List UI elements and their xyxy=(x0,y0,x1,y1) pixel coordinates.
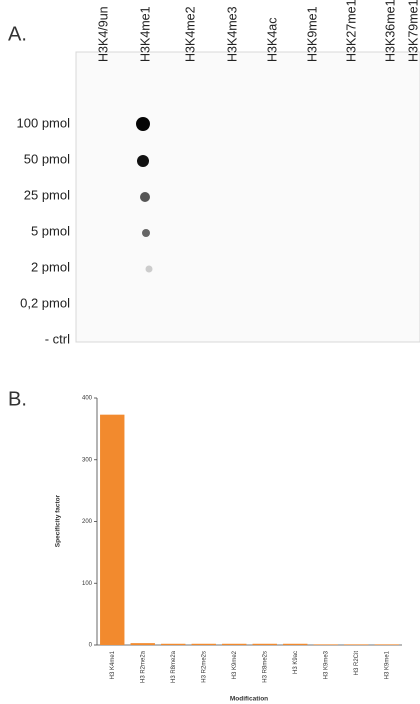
x-tick-label: H3 R8me2s xyxy=(262,651,268,683)
row-label: 25 pmol xyxy=(24,187,70,202)
column-label: H3K36me1 xyxy=(383,0,397,62)
row-label: 50 pmol xyxy=(24,151,70,166)
bar xyxy=(314,644,338,645)
panel-label: A. xyxy=(8,23,27,45)
blot-dot xyxy=(136,117,150,131)
y-tick-label: 0 xyxy=(89,643,93,649)
row-label: 5 pmol xyxy=(31,223,70,238)
blot-dot xyxy=(137,155,149,167)
bar xyxy=(100,415,124,645)
panel-label: B. xyxy=(8,388,27,410)
blot-dot xyxy=(142,229,150,237)
bar xyxy=(375,644,399,645)
y-axis-title: Specificity factor xyxy=(55,494,62,547)
column-label: H3K4me1 xyxy=(138,6,152,62)
x-tick-label: H3 R2me2a xyxy=(140,650,146,683)
column-label: H3K27me1 xyxy=(344,0,358,62)
x-tick-label: H3 R8me2a xyxy=(171,650,177,683)
bar xyxy=(161,644,185,645)
bar xyxy=(192,644,216,645)
blot-dot xyxy=(140,192,150,202)
column-label: H3K4me3 xyxy=(225,6,239,62)
column-label: H3K4me2 xyxy=(183,6,197,62)
x-tick-label: H3 K4me1 xyxy=(110,650,116,679)
row-label: 0,2 pmol xyxy=(20,295,70,310)
x-tick-label: H3 R2me2s xyxy=(201,651,207,683)
x-tick-label: H3 K9ac xyxy=(293,651,299,674)
row-label: 100 pmol xyxy=(17,115,71,130)
y-tick-label: 100 xyxy=(82,581,93,587)
bar xyxy=(253,644,277,645)
column-label: H3K4/9un xyxy=(96,6,110,62)
row-label: - ctrl xyxy=(45,331,70,346)
blot-membrane xyxy=(76,52,420,342)
x-tick-label: H3 K9me2 xyxy=(232,650,238,679)
column-label: H3K79me1 xyxy=(406,0,420,62)
bar xyxy=(222,644,246,645)
blot-dot xyxy=(146,266,153,273)
bar xyxy=(131,643,155,645)
x-tick-label: H3 R2Cit xyxy=(354,651,360,676)
column-label: H3K9me1 xyxy=(305,6,319,62)
bar xyxy=(283,644,307,645)
y-tick-label: 300 xyxy=(82,457,93,463)
row-labels: 100 pmol 50 pmol 25 pmol 5 pmol 2 pmol 0,2 pm… xyxy=(17,115,71,346)
plot: 0 100 200 300 400 H3 K4me1 H3 R2me2a H3 R8me2a H… xyxy=(82,396,399,683)
column-label: H3K4ac xyxy=(265,18,279,62)
row-label: 2 pmol xyxy=(31,259,70,274)
figure: A. H3K4/9un H3K4me1 H3K4me2 H3K4me3 H3K4ac H3… xyxy=(0,0,420,704)
y-tick-label: 400 xyxy=(82,396,93,402)
x-axis-title: Modification xyxy=(230,696,268,703)
bar xyxy=(344,644,368,645)
y-tick-label: 200 xyxy=(82,519,93,525)
x-tick-label: H3 K9me1 xyxy=(384,650,390,679)
x-tick-label: H3 K9me3 xyxy=(323,650,329,679)
